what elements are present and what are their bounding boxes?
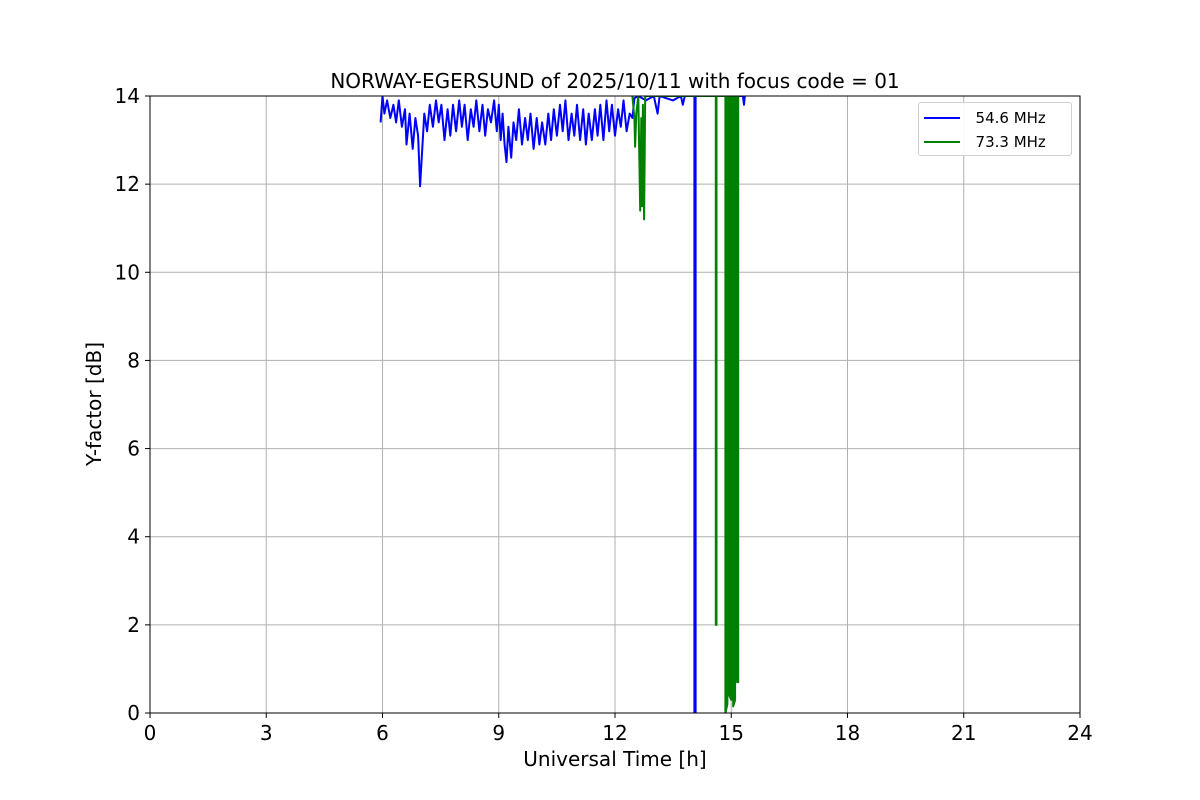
y-axis-label: Y-factor [dB] bbox=[82, 342, 106, 467]
x-axis-label: Universal Time [h] bbox=[523, 747, 706, 771]
chart-title: NORWAY-EGERSUND of 2025/10/11 with focus… bbox=[330, 69, 899, 93]
y-tick-label: 10 bbox=[115, 260, 140, 284]
legend-label: 73.3 MHz bbox=[966, 133, 1046, 151]
x-tick-label: 12 bbox=[602, 721, 627, 745]
x-tick-label: 21 bbox=[951, 721, 976, 745]
legend-label: 54.6 MHz bbox=[966, 109, 1046, 127]
grid bbox=[149, 95, 1081, 714]
legend-entry-54-6: 54.6 MHz bbox=[919, 108, 1071, 128]
x-tick-label: 6 bbox=[376, 721, 389, 745]
x-tick-label: 15 bbox=[719, 721, 744, 745]
y-tick-label: 0 bbox=[127, 701, 140, 725]
y-tick-label: 6 bbox=[127, 437, 140, 461]
series-line-1 bbox=[631, 96, 740, 713]
series-line-0 bbox=[379, 96, 746, 713]
x-tick-label: 3 bbox=[260, 721, 273, 745]
y-tick-label: 12 bbox=[115, 172, 140, 196]
y-tick-label: 14 bbox=[115, 84, 140, 108]
x-tick-label: 24 bbox=[1067, 721, 1092, 745]
x-tick-label: 9 bbox=[492, 721, 505, 745]
legend-swatch-blue bbox=[924, 117, 960, 119]
x-tick-label: 18 bbox=[835, 721, 860, 745]
y-tick-label: 2 bbox=[127, 613, 140, 637]
y-tick-label: 4 bbox=[127, 525, 140, 549]
legend-swatch-green bbox=[924, 141, 960, 143]
series-layer bbox=[379, 96, 746, 713]
legend: 54.6 MHz 73.3 MHz bbox=[918, 102, 1072, 156]
legend-entry-73-3: 73.3 MHz bbox=[919, 132, 1071, 152]
x-tick-label: 0 bbox=[144, 721, 157, 745]
y-tick-label: 8 bbox=[127, 348, 140, 372]
